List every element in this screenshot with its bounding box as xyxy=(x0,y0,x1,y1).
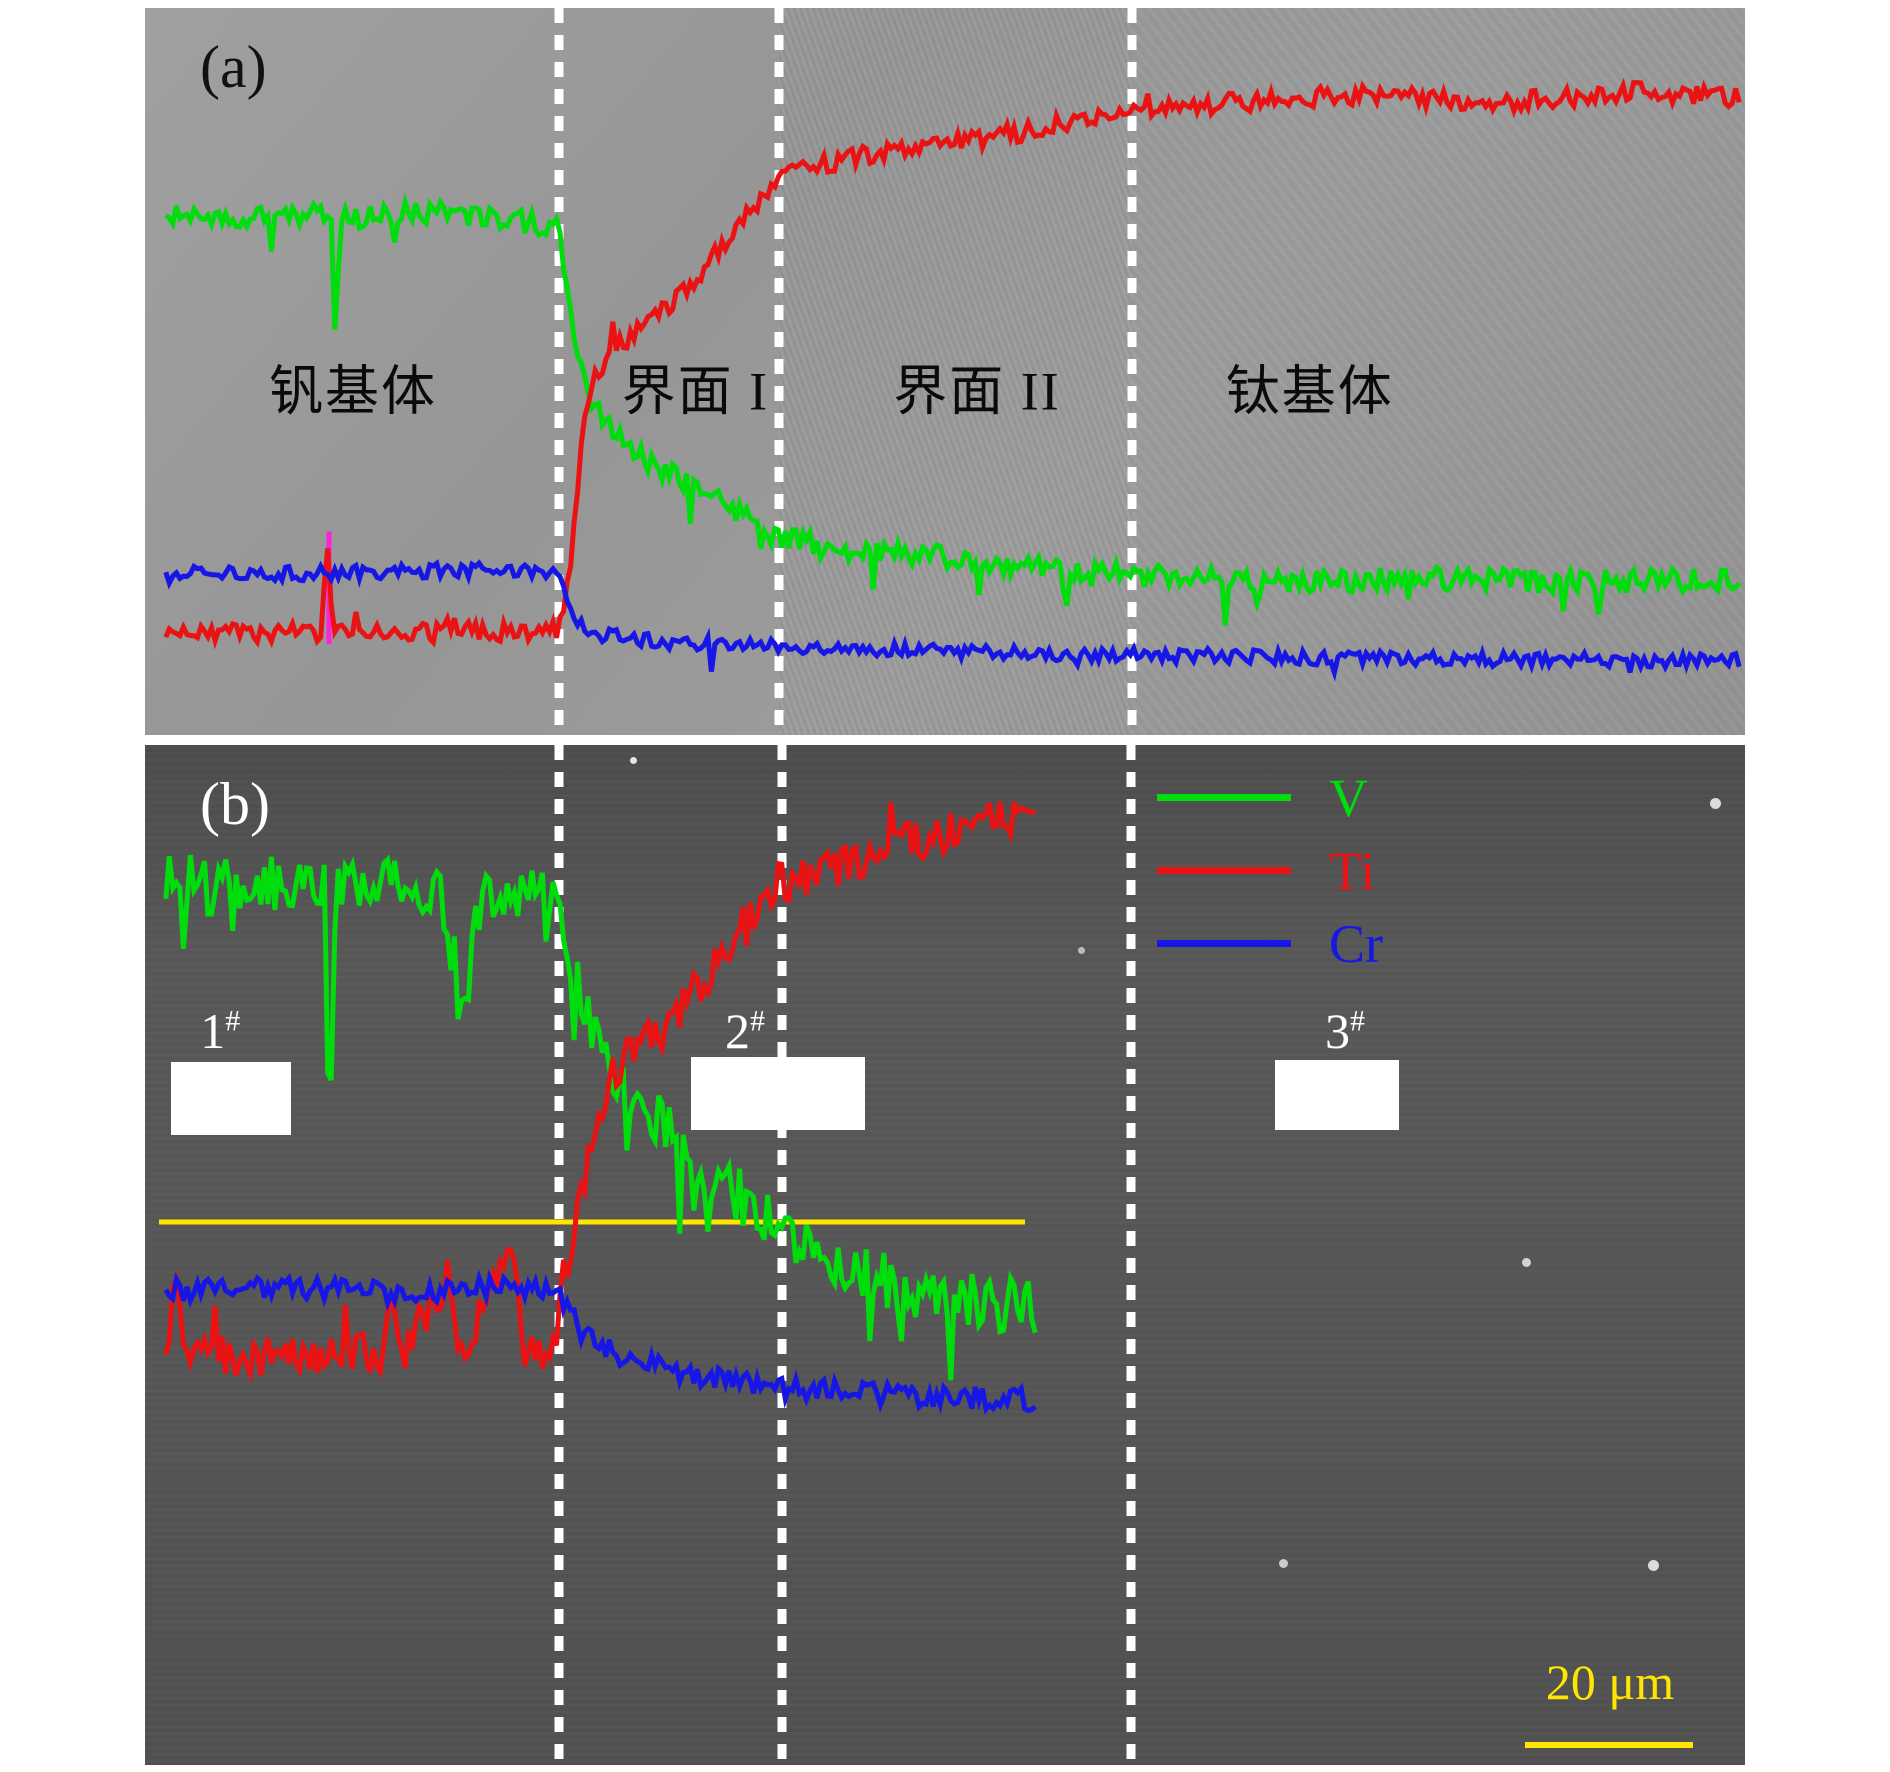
region-divider-dotted-line xyxy=(554,8,564,735)
legend-item-Ti: Ti xyxy=(1157,834,1383,907)
region-divider-dotted-line xyxy=(1127,8,1137,735)
trace-V xyxy=(164,192,1742,626)
region-label: 界面 II xyxy=(893,361,1061,422)
legend-swatch xyxy=(1157,867,1291,874)
panel-a-tag: (a) xyxy=(200,34,267,100)
region-label: 钛基体 xyxy=(1225,361,1394,422)
region-divider-dotted-line xyxy=(554,745,564,1765)
trace-V xyxy=(163,854,1038,1381)
legend-swatch xyxy=(1157,794,1291,801)
sample-area-box xyxy=(1274,1060,1400,1130)
trace-Cr xyxy=(163,1269,1037,1415)
region-divider-dotted-line xyxy=(1126,745,1136,1765)
trace-Ti xyxy=(163,801,1036,1384)
sem-specks xyxy=(630,757,637,764)
region-label: 钒基体 xyxy=(269,361,437,422)
legend-label: Cr xyxy=(1329,913,1383,974)
scan-line xyxy=(159,1219,1025,1225)
region-divider-dotted-line xyxy=(777,745,787,1765)
sample-number-label: 2# xyxy=(725,1002,765,1059)
sample-area-box xyxy=(170,1062,291,1135)
panel-b-tag: (b) xyxy=(200,771,270,837)
panel-b: (b) V Ti Cr 20 μm 1# 2# 3# xyxy=(145,745,1745,1765)
sample-number-label: 1# xyxy=(200,1002,241,1059)
scale-bar-line xyxy=(1525,1742,1693,1748)
sample-area-box xyxy=(690,1057,865,1130)
panel-a: (a) 钒基体 界面 I 界面 II 钛基体 xyxy=(145,8,1745,735)
eds-line-scan-b xyxy=(163,801,1038,1415)
legend: V Ti Cr xyxy=(1157,761,1383,980)
scale-bar-text: 20 μm xyxy=(1545,1654,1675,1710)
region-label: 界面 I xyxy=(621,361,770,422)
legend-item-Cr: Cr xyxy=(1157,907,1383,980)
legend-item-V: V xyxy=(1157,761,1383,834)
sample-number-label: 3# xyxy=(1325,1002,1365,1059)
legend-label: V xyxy=(1329,767,1368,828)
trace-Ti xyxy=(163,77,1742,650)
region-divider-dotted-line xyxy=(774,8,784,735)
eds-line-scan-a xyxy=(163,77,1742,682)
legend-label: Ti xyxy=(1329,840,1376,901)
legend-swatch xyxy=(1157,940,1291,947)
trace-Cr xyxy=(163,559,1742,682)
